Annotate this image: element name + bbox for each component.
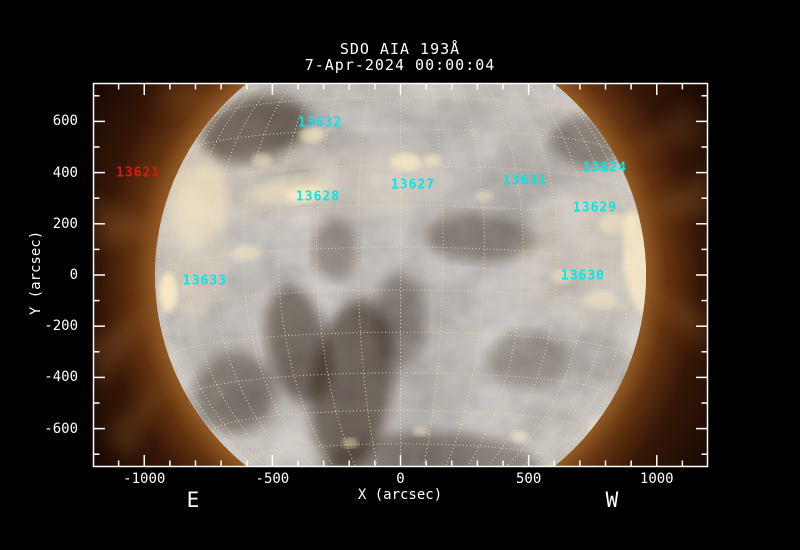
x-axis-title: X (arcsec) xyxy=(357,487,443,503)
y-axis-tick-label: 600 xyxy=(52,113,78,130)
y-axis-tick-label: 200 xyxy=(52,215,78,232)
plot-area xyxy=(93,83,708,467)
compass-east-label: E xyxy=(186,488,200,512)
y-axis-tick-label: -200 xyxy=(44,318,78,335)
y-axis-tick-label: 0 xyxy=(69,267,78,283)
y-axis-tick-label: -600 xyxy=(44,420,78,437)
x-axis-tick-label: 1000 xyxy=(639,471,674,487)
coronal-streamers xyxy=(93,83,707,462)
x-axis-tick-label: 500 xyxy=(515,471,542,487)
axes-frame xyxy=(92,82,709,468)
disk-texture xyxy=(155,83,646,467)
heliographic-grid xyxy=(154,83,647,467)
y-axis-tick-label: 400 xyxy=(52,164,78,181)
plot-title: SDO AIA 193Å xyxy=(339,40,461,58)
x-axis-tick-label: -500 xyxy=(255,471,290,487)
compass-west-label: W xyxy=(605,488,619,512)
plot-timestamp: 7-Apr-2024 00:00:04 xyxy=(304,56,496,74)
x-axis-tick-label: 0 xyxy=(396,471,405,487)
x-axis-tick-label: -1000 xyxy=(123,471,166,487)
axis-ticks xyxy=(94,84,707,466)
y-axis-tick-label: -400 xyxy=(44,369,78,386)
